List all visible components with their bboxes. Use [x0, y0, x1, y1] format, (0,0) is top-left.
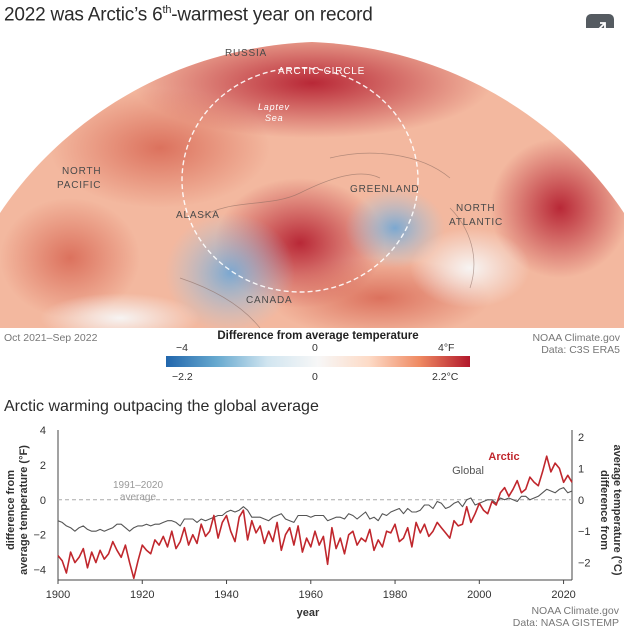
label-north-pacific-2: PACIFIC [57, 180, 101, 191]
y-tick-right-label: −1 [578, 526, 591, 538]
y-tick-left-label: 2 [40, 460, 46, 472]
y-tick-right-label: 0 [578, 495, 584, 507]
x-tick-label: 2020 [551, 589, 575, 601]
legend-title: Difference from average temperature [217, 330, 419, 342]
series-line-arctic [57, 455, 573, 580]
label-sea: Sea [265, 113, 283, 123]
label-canada: CANADA [246, 295, 292, 306]
x-tick-label: 1940 [214, 589, 238, 601]
y-tick-right-label: 2 [578, 432, 584, 444]
legend-colorbar [166, 356, 470, 367]
x-tick-label: 2000 [467, 589, 491, 601]
y-tick-left-label: −4 [33, 565, 46, 577]
y-axis-right-label-2: average temperature (°C) [611, 445, 623, 576]
label-arctic-circle: ARCTIC CIRCLE [278, 66, 365, 77]
y-axis-left-label-2: average temperature (°F) [18, 445, 30, 575]
x-tick-label: 1900 [46, 589, 70, 601]
y-tick-right-label: −2 [578, 558, 591, 570]
chart-credit-2: Data: NASA GISTEMP [513, 617, 619, 629]
y-axis-right-label-1: difference from [598, 470, 610, 550]
x-tick-label: 1980 [383, 589, 407, 601]
legend-c-mid: 0 [312, 371, 318, 383]
map-period: Oct 2021–Sep 2022 [4, 332, 98, 344]
series-label-arctic: Arctic [488, 451, 519, 463]
legend-f-mid: 0 [312, 342, 318, 354]
x-tick-label: 1920 [130, 589, 154, 601]
y-tick-right-label: 1 [578, 463, 584, 475]
chart-credit-1: NOAA Climate.gov [531, 605, 619, 617]
legend-f-max: 4°F [438, 342, 455, 354]
y-tick-left-label: −2 [33, 530, 46, 542]
arctic-global-line-chart: 4 2 0 −2 −4 2 1 0 −1 −2 1900 1920 1940 1960 1980 2000 20… [5, 425, 623, 629]
label-north-pacific-1: NORTH [62, 166, 101, 177]
x-axis-label: year [297, 607, 320, 619]
label-laptev: Laptev [258, 102, 290, 112]
label-alaska: ALASKA [176, 210, 220, 221]
legend-c-min: −2.2 [172, 371, 193, 383]
map-title: 2022 was Arctic’s 6th-warmest year on re… [4, 4, 373, 26]
y-tick-left-label: 4 [40, 425, 46, 437]
map-credit: NOAA Climate.gov Data: C3S ERA5 [532, 332, 620, 356]
legend-f-min: −4 [176, 342, 188, 354]
baseline-label-1: 1991–2020 [113, 480, 163, 491]
baseline-label-2: average [120, 492, 157, 503]
label-north-atlantic-2: ATLANTIC [449, 217, 503, 228]
arctic-anomaly-map: RUSSIA ARCTIC CIRCLE Laptev Sea NORTH PA… [0, 28, 624, 328]
arctic-circle-line [181, 67, 419, 293]
series-line-global [57, 487, 573, 532]
y-tick-left-label: 0 [40, 495, 46, 507]
chart-title: Arctic warming outpacing the global aver… [4, 398, 319, 415]
label-north-atlantic-1: NORTH [456, 203, 495, 214]
x-tick-label: 1960 [299, 589, 323, 601]
y-axis-left-label-1: difference from [5, 470, 17, 550]
label-russia: RUSSIA [225, 48, 267, 59]
legend-c-max: 2.2°C [432, 371, 459, 383]
series-label-global: Global [452, 465, 484, 477]
label-greenland: GREENLAND [350, 184, 419, 195]
